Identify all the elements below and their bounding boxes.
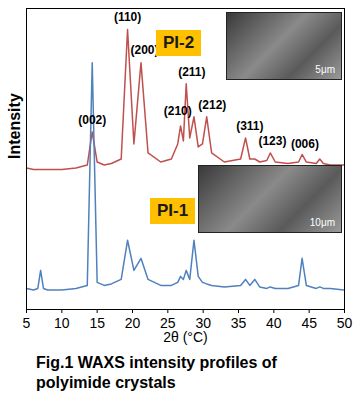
svg-text:(311): (311) bbox=[236, 119, 263, 133]
html-text:Fig.1 WAXS intensity profiles: Fig.1 WAXS intensity profiles of polyimi… bbox=[36, 354, 277, 391]
svg-text:(211): (211) bbox=[178, 65, 205, 79]
svg-text:20: 20 bbox=[125, 315, 141, 331]
svg-text:35: 35 bbox=[231, 315, 247, 331]
svg-text:(002): (002) bbox=[78, 113, 106, 127]
svg-text:50: 50 bbox=[337, 315, 353, 331]
svg-text:(006): (006) bbox=[291, 137, 319, 151]
svg-text:(212): (212) bbox=[198, 98, 226, 112]
svg-text:2θ (°C): 2θ (°C) bbox=[163, 329, 208, 345]
html-text:10μm: 10μm bbox=[309, 217, 335, 228]
html-text:PI-2: PI-2 bbox=[163, 33, 195, 52]
svg-text:5: 5 bbox=[23, 315, 31, 331]
svg-text:30: 30 bbox=[195, 315, 211, 332]
svg-text:15: 15 bbox=[89, 315, 105, 331]
svg-text:25: 25 bbox=[160, 315, 176, 332]
html-text:PI-1: PI-1 bbox=[157, 201, 189, 220]
svg-text:(123): (123) bbox=[258, 134, 286, 148]
svg-text:10: 10 bbox=[54, 315, 70, 331]
svg-text:(210): (210) bbox=[164, 104, 192, 118]
svg-text:40: 40 bbox=[266, 315, 282, 331]
svg-text:45: 45 bbox=[301, 315, 317, 331]
html-text:5μm: 5μm bbox=[315, 64, 335, 75]
svg-text:Intensity: Intensity bbox=[6, 93, 23, 159]
svg-text:(200): (200) bbox=[131, 43, 159, 57]
svg-text:(110): (110) bbox=[114, 10, 141, 24]
